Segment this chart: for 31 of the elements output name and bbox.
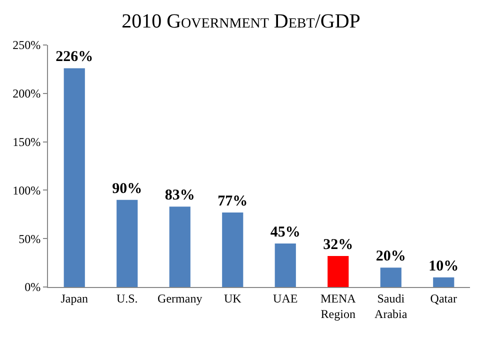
bar (433, 277, 454, 287)
y-tick-label: 250% (12, 38, 41, 52)
bar (169, 206, 190, 287)
bar (274, 243, 296, 287)
data-label: 45% (270, 224, 300, 240)
data-label: 32% (323, 237, 354, 254)
x-tick-label: UK (224, 291, 242, 306)
bar (64, 68, 85, 287)
data-label: 10% (428, 258, 459, 274)
data-label: 90% (112, 180, 142, 197)
y-tick-label: 0% (24, 280, 41, 294)
data-label: 77% (218, 193, 248, 210)
data-label: 226% (56, 49, 94, 66)
y-tick-label: 200% (12, 86, 41, 101)
data-label: 20% (376, 248, 406, 265)
x-tick-label: UAE (273, 291, 298, 306)
chart-title: 2010 Government Debt/GDP (122, 10, 360, 33)
x-tick-label: Japan (60, 291, 88, 306)
y-tick-label: 150% (12, 135, 41, 149)
x-tick-label: MENA Region (320, 291, 356, 321)
bar (222, 212, 244, 287)
bar (116, 200, 138, 287)
bar (328, 256, 349, 287)
x-tick-label: Germany (158, 291, 202, 306)
bar (380, 268, 402, 287)
y-tick-label: 100% (12, 183, 41, 198)
data-label: 83% (164, 188, 195, 204)
y-tick-label: 50% (18, 232, 41, 246)
x-tick-label: Saudi Arabia (374, 291, 408, 321)
x-tick-label: Qatar (430, 291, 457, 306)
x-tick-label: U.S. (116, 291, 138, 306)
